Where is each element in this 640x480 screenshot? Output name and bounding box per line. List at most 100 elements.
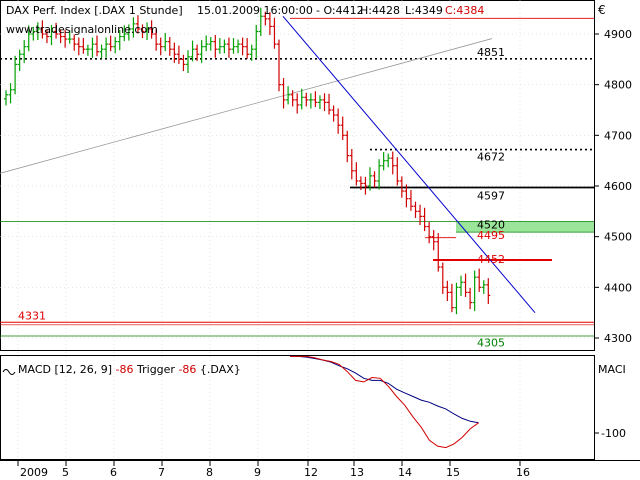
price-bar xyxy=(81,38,86,54)
price-bar xyxy=(395,157,400,186)
price-tick-label: 4400 xyxy=(604,281,632,294)
price-bar xyxy=(213,35,218,58)
header-close: C:4384 xyxy=(445,4,484,17)
header-high: H:4428 xyxy=(360,4,400,17)
time-axis: 2009 5 6 7 8 9 12 13 14 15 16 xyxy=(17,460,530,479)
price-tick-label: 4800 xyxy=(604,79,632,92)
price-bar xyxy=(254,24,259,58)
price-bar xyxy=(240,37,245,56)
price-bar xyxy=(408,190,413,211)
level-label-4495: 4495 xyxy=(477,229,505,242)
time-tick-label: 16 xyxy=(516,466,530,479)
price-bar xyxy=(468,287,473,310)
wave-icon xyxy=(2,369,16,375)
level-label-4452: 4452 xyxy=(477,253,505,266)
price-bar xyxy=(208,37,213,51)
time-tick-label: 9 xyxy=(254,466,261,479)
price-tick-label: 4600 xyxy=(604,180,632,193)
price-bar xyxy=(26,25,31,52)
price-bar xyxy=(377,159,382,190)
price-bar xyxy=(22,40,27,63)
price-bar xyxy=(486,278,491,305)
price-bar xyxy=(95,35,99,57)
price-tick-label: 4500 xyxy=(604,231,632,244)
price-bar xyxy=(386,153,391,168)
price-bar xyxy=(399,176,404,198)
price-bar xyxy=(354,162,359,186)
macd-series-trigger xyxy=(290,355,479,449)
price-bar xyxy=(299,88,304,110)
price-bar xyxy=(281,78,286,109)
price-bar xyxy=(317,95,322,109)
trend-lines xyxy=(0,15,536,313)
price-bar xyxy=(472,270,477,312)
price-bar xyxy=(167,37,172,56)
macd-tick-label: -100 xyxy=(601,427,626,440)
level-label-4331: 4331 xyxy=(18,309,46,322)
macd-lines: -100 xyxy=(290,355,626,449)
price-bar xyxy=(440,262,445,294)
level-label-4305: 4305 xyxy=(477,336,505,349)
blue-downtrend-line xyxy=(282,15,536,313)
price-bar xyxy=(267,12,272,36)
price-bar xyxy=(236,39,241,54)
time-tick-label: 6 xyxy=(110,466,117,479)
gray-trendline xyxy=(0,38,493,174)
price-tick-label: 4900 xyxy=(604,28,632,41)
price-bar xyxy=(163,32,168,52)
price-bar xyxy=(122,25,127,42)
price-bar xyxy=(131,17,136,38)
price-bar xyxy=(345,130,350,163)
price-bar xyxy=(8,83,13,104)
header-low: L:4349 xyxy=(405,4,443,17)
time-tick-label: 2009 xyxy=(20,466,48,479)
price-bar xyxy=(322,93,327,112)
price-bar xyxy=(413,201,418,218)
header-open: - O:4412 xyxy=(316,4,364,17)
price-bar xyxy=(72,34,77,51)
price-bar xyxy=(336,108,341,134)
price-bar xyxy=(40,20,45,39)
price-bar xyxy=(404,184,409,208)
price-bar xyxy=(190,40,195,62)
price-bar xyxy=(454,282,459,315)
price-bar xyxy=(381,152,386,171)
price-bar xyxy=(145,22,150,41)
price-bar xyxy=(63,29,68,48)
price-bar xyxy=(135,15,140,34)
price-bar xyxy=(358,176,363,191)
price-bar xyxy=(113,37,118,54)
price-bar xyxy=(54,22,59,39)
time-tick-label: 14 xyxy=(398,466,412,479)
time-tick-label: 5 xyxy=(62,466,69,479)
time-tick-label: 8 xyxy=(206,466,213,479)
price-bar xyxy=(290,90,295,107)
price-bar xyxy=(263,11,268,26)
price-bar xyxy=(436,233,441,272)
price-bar xyxy=(368,167,372,191)
price-bar xyxy=(108,35,113,52)
price-bar xyxy=(99,44,104,59)
price-bar xyxy=(349,149,354,180)
level-label-4520: 4520 xyxy=(477,219,505,232)
price-bar xyxy=(76,37,81,56)
time-tick-label: 12 xyxy=(304,466,318,479)
price-bar xyxy=(195,44,200,61)
price-bar xyxy=(308,93,313,109)
price-bar xyxy=(477,268,482,292)
price-tick-label: 4700 xyxy=(604,129,632,142)
price-bar xyxy=(154,29,159,51)
price-bar xyxy=(340,116,345,140)
price-bar xyxy=(149,20,154,39)
price-bar xyxy=(58,29,63,44)
price-bar xyxy=(445,280,450,302)
price-bar xyxy=(13,55,18,95)
price-bar xyxy=(35,22,40,41)
price-bar xyxy=(304,92,309,107)
price-bar xyxy=(331,105,336,122)
price-bar xyxy=(459,275,463,296)
macd-series-macd xyxy=(290,355,479,424)
price-bar xyxy=(245,38,250,59)
macd-axis-label: MACI xyxy=(598,363,626,376)
